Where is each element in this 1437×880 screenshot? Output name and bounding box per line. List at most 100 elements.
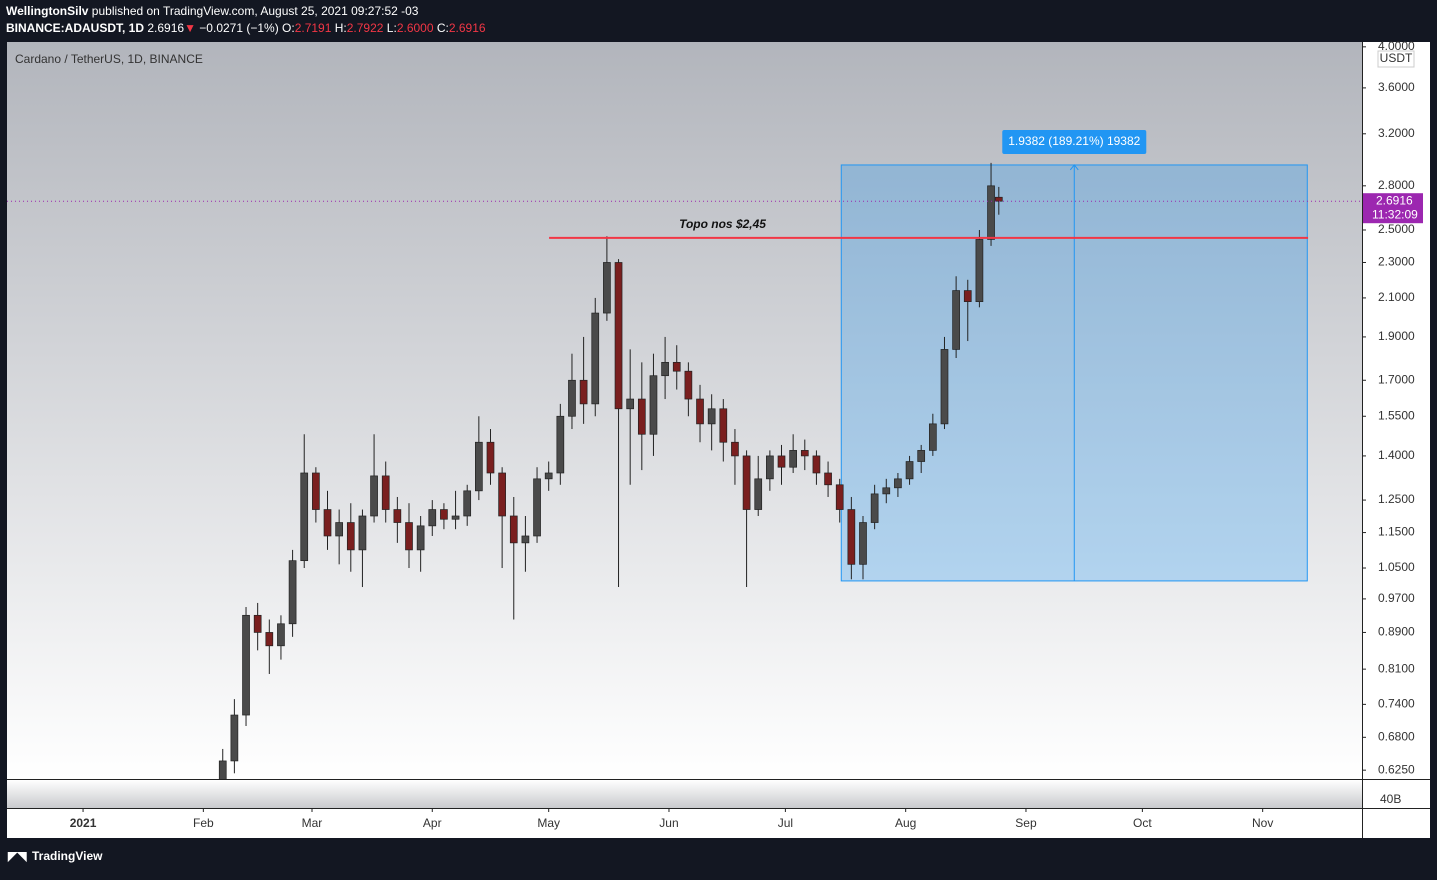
x-tick-label: Mar	[302, 816, 323, 830]
level-label: Topo nos $2,45	[679, 217, 766, 231]
x-tick-label: Jul	[778, 816, 793, 830]
y-tick-label: 3.6000	[1378, 80, 1415, 94]
ohlc-value: 2.7191	[295, 21, 332, 35]
candle-body	[835, 484, 844, 510]
measure-label-bg	[1002, 129, 1147, 154]
chart-title: Cardano / TetherUS, 1D, BINANCE	[15, 52, 203, 66]
candle-body	[381, 475, 390, 510]
candle-body	[894, 478, 902, 489]
measure-label: 1.9382 (189.21%) 19382	[1008, 134, 1140, 148]
volume-label: 40B	[1380, 792, 1401, 806]
y-tick-label: 1.0500	[1378, 560, 1415, 574]
x-tick-label: Aug	[895, 816, 916, 830]
candle-body	[952, 290, 960, 350]
candle-body	[405, 522, 413, 551]
candle-body	[684, 370, 693, 400]
candle-body	[370, 475, 378, 517]
volume-pane	[7, 780, 1362, 808]
candle-body	[626, 398, 635, 410]
candle-body	[579, 379, 588, 405]
candle-body	[963, 290, 972, 303]
candle-body	[870, 493, 879, 523]
y-tick-label: 0.6250	[1378, 762, 1415, 776]
symbol-line: BINANCE:ADAUSDT, 1D 2.6916▼ −0.0271 (−1%…	[6, 21, 486, 35]
y-tick-label: 1.5500	[1378, 408, 1415, 422]
candle-body	[521, 535, 530, 544]
candle-body	[905, 461, 914, 480]
price-marker	[1363, 193, 1423, 224]
candle-body	[742, 455, 751, 510]
candle-body	[987, 185, 995, 240]
candle-body	[277, 623, 285, 647]
candle-body	[323, 509, 332, 537]
header: WellingtonSilv published on TradingView.…	[6, 4, 419, 18]
candle-body	[591, 312, 600, 405]
y-tick-label: 0.9700	[1378, 591, 1415, 605]
x-tick-label: Sep	[1015, 816, 1037, 830]
candle-body	[847, 509, 856, 565]
ohlc-value: 2.7922	[347, 21, 384, 35]
ohlc-value: 2.6000	[397, 21, 434, 35]
y-tick-label: 2.5000	[1378, 222, 1415, 236]
x-tick-label: Oct	[1133, 816, 1152, 830]
candle-body	[475, 441, 483, 492]
y-tick-label: 2.8000	[1378, 178, 1415, 192]
candle-body	[265, 632, 274, 647]
candle-body	[661, 361, 669, 377]
candle-body	[940, 349, 949, 425]
x-tick-label: Apr	[423, 816, 442, 830]
candle-body	[253, 614, 262, 633]
y-tick-label: 0.6800	[1378, 729, 1415, 743]
candle-body	[218, 760, 227, 779]
candle-body	[544, 472, 553, 480]
ohlc-label: O:	[282, 21, 295, 35]
candle-body	[994, 196, 1003, 202]
candle-body	[498, 472, 506, 517]
candle-body	[928, 423, 937, 451]
candle-body	[812, 455, 821, 474]
candle-body	[882, 487, 891, 495]
candle-body	[637, 398, 646, 435]
unit-box	[1377, 50, 1415, 68]
candle-body	[463, 490, 472, 517]
y-tick-label: 1.2500	[1378, 492, 1415, 506]
x-tick-label: Feb	[193, 816, 214, 830]
candle-body	[975, 239, 984, 303]
y-tick-label: 2.3000	[1378, 255, 1415, 269]
price-marker-label: 2.6916	[1376, 193, 1413, 207]
ohlc-label: L:	[387, 21, 397, 35]
candle-body	[486, 441, 495, 474]
footer-logo: TradingView	[32, 849, 103, 863]
symbol: BINANCE:ADAUSDT, 1D	[6, 21, 144, 35]
candle-body	[649, 375, 658, 435]
candle-body	[556, 415, 565, 474]
candle-body	[346, 522, 355, 551]
candle-body	[451, 515, 460, 520]
logo-icon: ◤◥	[7, 849, 27, 863]
x-tick-label: May	[537, 816, 560, 830]
candle-body	[707, 408, 716, 425]
candle-body	[614, 262, 623, 410]
y-tick-label: 0.7400	[1378, 697, 1415, 711]
candle-body	[288, 560, 297, 625]
candle-body	[603, 262, 611, 314]
y-tick-label: 1.9000	[1378, 329, 1415, 343]
y-tick-label: 0.8100	[1378, 661, 1415, 675]
candle-body	[533, 478, 541, 537]
candle-body	[300, 472, 309, 562]
candle-body	[416, 525, 425, 551]
countdown: 11:32:09	[1372, 207, 1418, 221]
candle-body	[440, 509, 448, 520]
candle-body	[731, 441, 739, 457]
measure-arrowhead	[1069, 164, 1079, 171]
candle-body	[335, 522, 343, 537]
y-tick-label: 2.1000	[1378, 290, 1415, 304]
candle-body	[754, 478, 763, 510]
y-tick-label: 3.2000	[1378, 126, 1415, 140]
published: published on TradingView.com, August 25,…	[92, 4, 419, 18]
ohlc-value: 2.6916	[449, 21, 486, 35]
candle-body	[242, 614, 250, 716]
change: −0.0271 (−1%)	[199, 21, 278, 35]
